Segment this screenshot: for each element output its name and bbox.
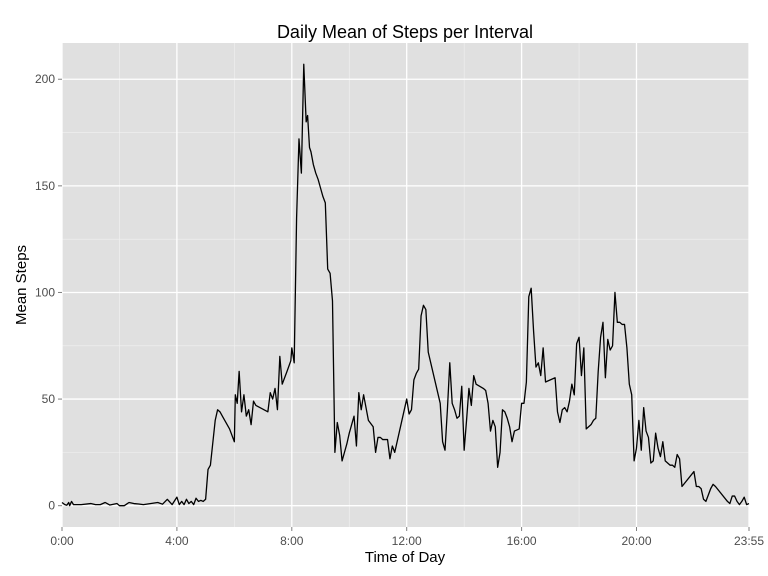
x-tick-label: 0:00 xyxy=(50,534,74,548)
plot-panel xyxy=(62,43,749,527)
x-tick-label: 12:00 xyxy=(392,534,422,548)
y-tick-label: 200 xyxy=(35,72,55,86)
x-axis: 0:00 4:00 8:00 12:00 16:00 20:00 23:55 xyxy=(50,527,764,548)
x-tick-label: 8:00 xyxy=(280,534,304,548)
y-tick-label: 100 xyxy=(35,285,55,299)
series-line xyxy=(61,63,750,507)
x-tick-label: 16:00 xyxy=(507,534,537,548)
y-tick-label: 50 xyxy=(42,392,56,406)
x-tick-label: 4:00 xyxy=(165,534,189,548)
y-tick-label: 150 xyxy=(35,179,55,193)
y-axis: 0 50 100 150 200 xyxy=(35,72,62,513)
x-tick-label: 20:00 xyxy=(621,534,651,548)
x-tick-label: 23:55 xyxy=(734,534,764,548)
y-tick-label: 0 xyxy=(48,499,55,513)
x-axis-title: Time of Day xyxy=(365,549,446,566)
y-axis-title: Mean Steps xyxy=(13,245,30,325)
chart-title: Daily Mean of Steps per Interval xyxy=(277,22,533,42)
major-gridlines xyxy=(61,43,750,527)
